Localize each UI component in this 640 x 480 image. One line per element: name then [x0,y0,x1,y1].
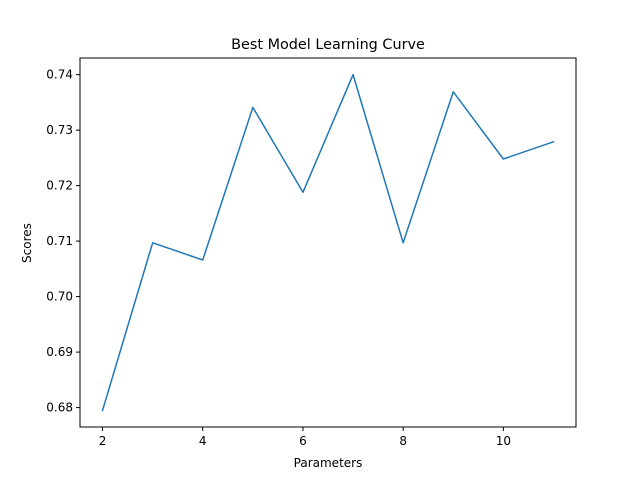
y-tick-label: 0.70 [46,290,73,304]
x-tick-label: 6 [299,434,307,448]
x-tick-label: 10 [496,434,511,448]
y-tick-label: 0.74 [46,68,73,82]
ticks-layer: 2 4 6 8 10 0.68 0.69 0.70 0.71 0.72 0.73 0.74 [46,68,511,448]
series-line [101,73,555,412]
y-tick-label: 0.71 [46,234,73,248]
x-axis-label: Parameters [294,456,363,470]
y-axis-label: Scores [20,223,34,263]
y-tick-label: 0.72 [46,179,73,193]
x-tick-label: 4 [199,434,207,448]
series-layer [101,73,555,412]
x-tick-label: 2 [99,434,107,448]
y-tick-label: 0.69 [46,345,73,359]
chart-title: Best Model Learning Curve [231,37,425,53]
y-tick-label: 0.73 [46,123,73,137]
y-tick-label: 0.68 [46,401,73,415]
plot-frame [79,57,577,428]
x-tick-label: 8 [399,434,407,448]
